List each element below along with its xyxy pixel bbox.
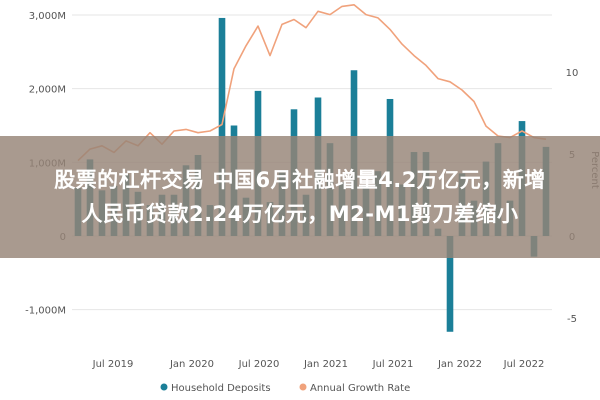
x-tick-label: Jan 2020 bbox=[169, 359, 214, 370]
y-left-tick-label: -1,000M bbox=[25, 306, 66, 317]
x-tick-label: Jul 2022 bbox=[503, 359, 545, 370]
x-tick-label: Jan 2021 bbox=[303, 359, 348, 370]
y-left-tick-label: 2,000M bbox=[29, 85, 66, 96]
legend-label-annual-growth-rate: Annual Growth Rate bbox=[310, 383, 410, 394]
x-tick-label: Jan 2022 bbox=[437, 359, 482, 370]
headline-line-2: 人民币贷款2.24万亿元，M2-M1剪刀差缩小 bbox=[81, 202, 519, 226]
headline-line-1: 股票的杠杆交易 中国6月社融增量4.2万亿元，新增 bbox=[54, 168, 546, 192]
y-right-tick-label: 10 bbox=[566, 68, 579, 79]
y-right-tick-label: -5 bbox=[567, 314, 577, 325]
bar-household-deposits bbox=[218, 17, 226, 236]
x-tick-label: Jul 2019 bbox=[92, 359, 134, 370]
bar-household-deposits bbox=[446, 236, 454, 332]
x-tick-label: Jul 2021 bbox=[372, 359, 414, 370]
legend-label-household-deposits: Household Deposits bbox=[171, 383, 271, 394]
y-left-tick-label: 3,000M bbox=[29, 11, 66, 22]
legend-marker-household-deposits bbox=[160, 383, 168, 391]
legend-marker-annual-growth-rate bbox=[299, 383, 307, 391]
headline-banner: 股票的杠杆交易 中国6月社融增量4.2万亿元，新增 人民币贷款2.24万亿元，M… bbox=[0, 136, 600, 258]
x-tick-label: Jul 2020 bbox=[238, 359, 280, 370]
